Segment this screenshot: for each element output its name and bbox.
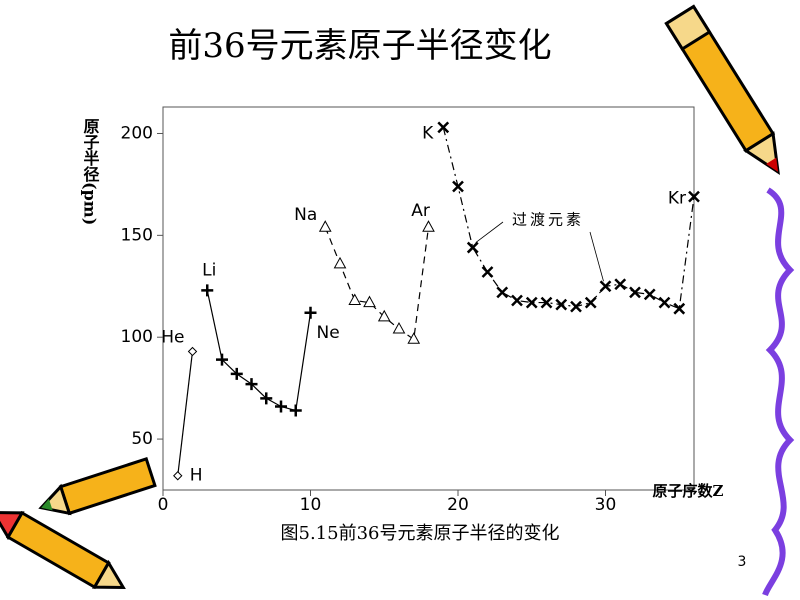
purple-squiggle xyxy=(762,187,795,597)
x-tick-label: 20 xyxy=(447,495,469,515)
y-tick-label: 50 xyxy=(131,429,153,449)
data-point xyxy=(496,286,509,299)
data-point xyxy=(230,367,243,380)
data-point xyxy=(275,400,287,413)
data-point xyxy=(173,471,183,481)
x-tick-label: 10 xyxy=(300,495,322,515)
element-label: H xyxy=(190,466,203,486)
series-line xyxy=(206,290,312,412)
y-tick-label: 150 xyxy=(121,225,153,245)
data-point xyxy=(481,266,494,278)
data-point xyxy=(452,180,464,193)
data-point xyxy=(466,241,479,254)
element-label: K xyxy=(422,123,434,143)
data-point xyxy=(422,220,435,232)
annotation: 过渡元素 xyxy=(512,211,584,229)
annotation-pointer xyxy=(475,221,504,243)
data-point xyxy=(333,256,347,269)
data-point xyxy=(629,286,641,299)
element-label: Na xyxy=(294,205,317,225)
data-point xyxy=(407,332,421,344)
x-tick-label: 0 xyxy=(158,495,169,515)
slide-title: 前36号元素原子半径变化 xyxy=(168,26,551,66)
y-tick-label: 100 xyxy=(121,327,153,347)
data-point xyxy=(540,296,553,309)
data-point xyxy=(216,353,228,366)
data-point xyxy=(348,293,362,306)
y-axis-label: 原子半径(pm) xyxy=(81,118,100,225)
element-label: Ar xyxy=(411,201,430,221)
data-point xyxy=(555,298,568,311)
x-axis-label: 原子序数Z xyxy=(653,482,724,500)
crayon-bottom-left-2 xyxy=(0,510,126,590)
page-number: 3 xyxy=(738,554,747,570)
data-point xyxy=(392,322,406,334)
data-point xyxy=(245,378,258,391)
y-tick-label: 200 xyxy=(121,123,153,143)
data-point xyxy=(584,296,597,309)
data-point xyxy=(688,190,700,203)
caption: 图5.15前36号元素原子半径的变化 xyxy=(281,523,560,544)
series-line xyxy=(177,351,194,476)
x-tick-label: 30 xyxy=(595,495,617,515)
data-point xyxy=(511,294,523,307)
annotation-pointer xyxy=(589,231,604,282)
data-point xyxy=(318,220,332,232)
data-point xyxy=(201,284,214,297)
plot-frame xyxy=(162,106,695,491)
data-point xyxy=(658,296,671,309)
data-point xyxy=(289,404,302,417)
element-label: Ne xyxy=(317,323,340,343)
data-point xyxy=(363,295,376,308)
data-point xyxy=(643,288,656,301)
data-point xyxy=(260,392,273,405)
series-line xyxy=(324,226,430,341)
crayon-bottom-left-1 xyxy=(38,456,157,516)
element-label: He xyxy=(161,327,184,347)
data-point xyxy=(437,121,450,134)
data-point xyxy=(525,296,538,309)
data-point xyxy=(187,346,198,357)
data-point xyxy=(599,280,612,293)
data-point xyxy=(614,278,627,291)
element-label: Li xyxy=(202,260,216,280)
data-point xyxy=(377,309,391,322)
data-point xyxy=(673,302,686,315)
data-point xyxy=(570,300,582,313)
crayon-top-right xyxy=(664,4,780,175)
element-label: Kr xyxy=(668,189,686,209)
data-point xyxy=(304,306,317,319)
